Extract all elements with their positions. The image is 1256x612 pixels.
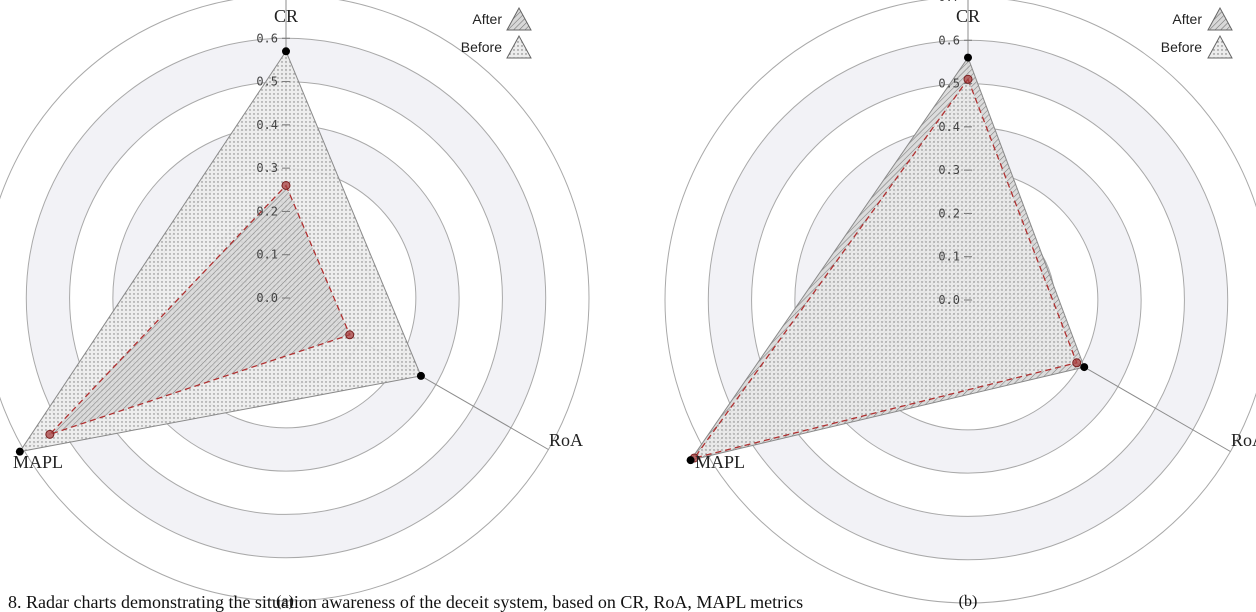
tick-label: 0.3 bbox=[256, 161, 278, 175]
tick-label: 0.0 bbox=[256, 291, 278, 305]
tick-label: 0.2 bbox=[938, 206, 960, 220]
after-point bbox=[1080, 363, 1089, 372]
series-area-before bbox=[694, 79, 1077, 458]
legend-after-swatch bbox=[506, 6, 532, 31]
tick-label: 0.6 bbox=[938, 33, 960, 47]
before-point bbox=[281, 180, 291, 190]
tick-label: 0.1 bbox=[256, 248, 278, 262]
after-point bbox=[964, 53, 972, 62]
tick-label: 0.5 bbox=[938, 77, 960, 91]
before-point bbox=[963, 74, 973, 84]
radar-chart-b: 0.0 0.1 0.2 0.3 0.4 0.5 0.6 0.7 CR RoA MAPL bbox=[664, 0, 1256, 604]
radar-chart-a: 0.0 0.1 0.2 0.3 0.4 0.5 0.6 0.7 CR RoA MAPL bbox=[0, 0, 590, 602]
legend-before-label: Before bbox=[461, 39, 502, 55]
legend-before-label: Before bbox=[1161, 39, 1202, 55]
axis-label-roa: RoA bbox=[549, 430, 583, 450]
legend-b: After Before bbox=[1161, 6, 1233, 59]
tick-label: 0.7 bbox=[256, 0, 278, 2]
after-point bbox=[15, 447, 24, 456]
after-point bbox=[282, 47, 290, 56]
before-point bbox=[45, 429, 55, 439]
tick-label: 0.3 bbox=[938, 163, 960, 177]
tick-label: 0.2 bbox=[256, 204, 278, 218]
axis-label-mapl: MAPL bbox=[13, 452, 63, 472]
series-line-before bbox=[49, 184, 351, 435]
axis-label-roa: RoA bbox=[1231, 430, 1256, 450]
legend-after-label: After bbox=[1172, 11, 1202, 27]
tick-label: 0.4 bbox=[938, 120, 960, 134]
legend-before-swatch bbox=[506, 34, 532, 59]
tick-label: 0.1 bbox=[938, 250, 960, 264]
tick-label: 0.6 bbox=[256, 31, 278, 45]
before-point bbox=[1072, 358, 1082, 368]
legend-after-swatch bbox=[1207, 6, 1233, 31]
legend-after-label: After bbox=[472, 11, 502, 27]
tick-label: 0.5 bbox=[256, 75, 278, 89]
legend-before-swatch bbox=[1207, 34, 1233, 59]
series-line-before bbox=[692, 77, 1078, 460]
caption-bar: 8. Radar charts demonstrating the situat… bbox=[0, 590, 1256, 612]
tick-label: 0.4 bbox=[256, 118, 278, 132]
series-area-after bbox=[18, 50, 422, 453]
subfigure-label-a: (a) bbox=[276, 593, 294, 610]
legend-a: After Before bbox=[461, 6, 532, 59]
axis-label-cr: CR bbox=[956, 6, 980, 26]
before-point bbox=[345, 330, 355, 340]
after-point bbox=[416, 371, 425, 380]
tick-label: 0.0 bbox=[938, 293, 960, 307]
series-area-before bbox=[49, 185, 350, 435]
after-point bbox=[686, 456, 695, 465]
tick-label: 0.7 bbox=[938, 0, 960, 4]
axis-label-mapl: MAPL bbox=[695, 452, 745, 472]
figure-caption: 8. Radar charts demonstrating the situat… bbox=[8, 592, 804, 612]
axis-label-cr: CR bbox=[274, 6, 298, 26]
subfigure-label-b: (b) bbox=[959, 593, 978, 610]
